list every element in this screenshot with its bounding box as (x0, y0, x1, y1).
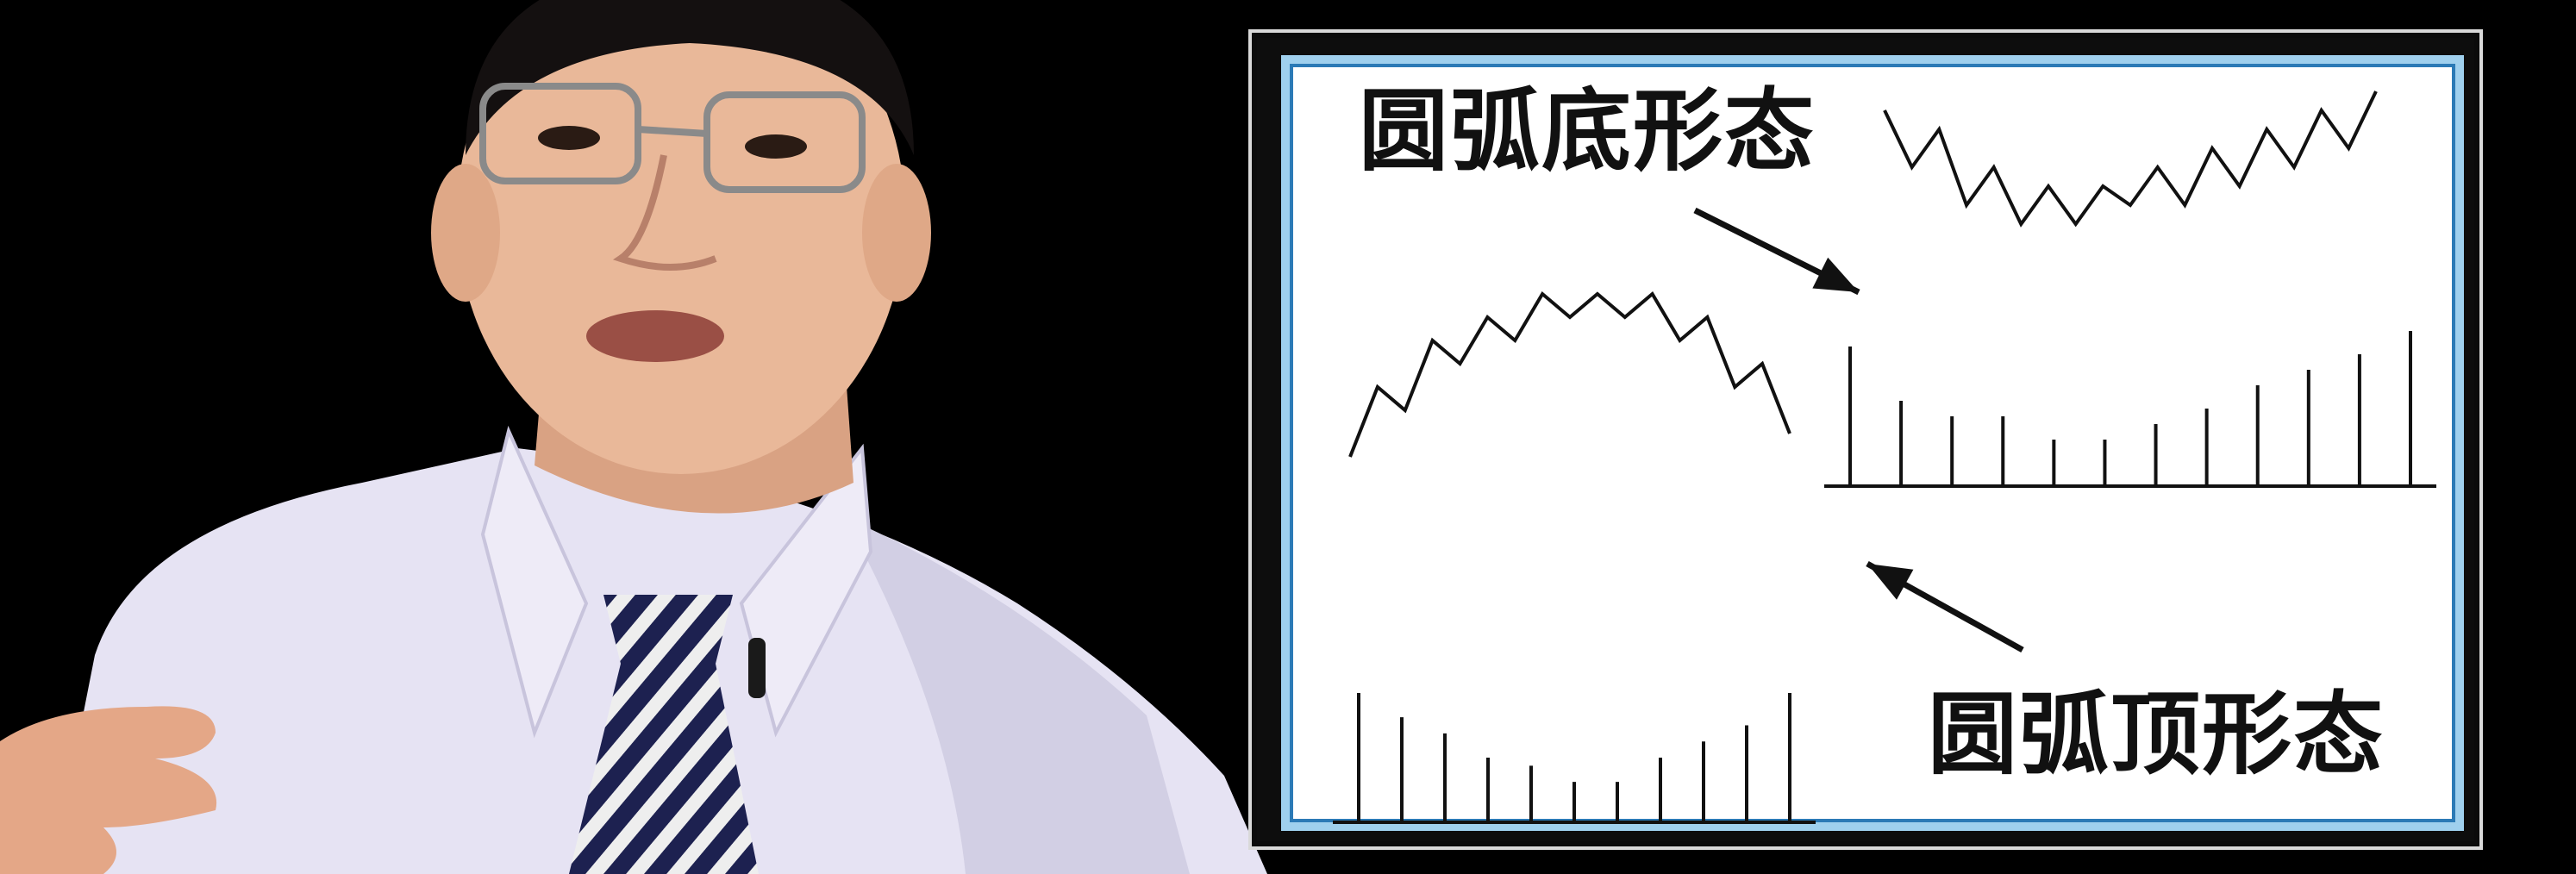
presenter-figure (0, 0, 1267, 874)
glasses-lens-right (703, 91, 866, 193)
presenter-head (457, 0, 905, 474)
presenter-mouth (586, 310, 724, 362)
rounding-top-arrow-head (1867, 564, 1914, 600)
glasses-bridge (637, 126, 708, 137)
presenter-nose (612, 154, 717, 271)
rounding-top-label: 圆弧顶形态 (1928, 682, 2385, 787)
presenter-eye-left (538, 126, 600, 150)
rounding-bottom-label: 圆弧底形态 (1359, 78, 1816, 184)
presenter-shirt-shadow (845, 517, 1190, 874)
presenter-tie (569, 595, 759, 874)
rounding-bottom-price-line (1883, 91, 2378, 228)
rounding-top-price-line (1348, 290, 1791, 458)
glasses-lens-left (479, 83, 641, 184)
presenter-hair (466, 0, 914, 155)
presenter-hand (0, 706, 217, 874)
pattern-diagram (1333, 91, 2436, 824)
presenter-collar-right (739, 443, 873, 738)
whiteboard-panel (1281, 55, 2464, 831)
presenter-ear-left (431, 164, 500, 302)
presenter-eye-right (745, 134, 807, 159)
pen-clip (748, 638, 766, 698)
presenter-collar-left (480, 425, 589, 739)
presenter-ear-right (862, 164, 931, 302)
rounding-bottom-arrow-head (1812, 257, 1859, 292)
